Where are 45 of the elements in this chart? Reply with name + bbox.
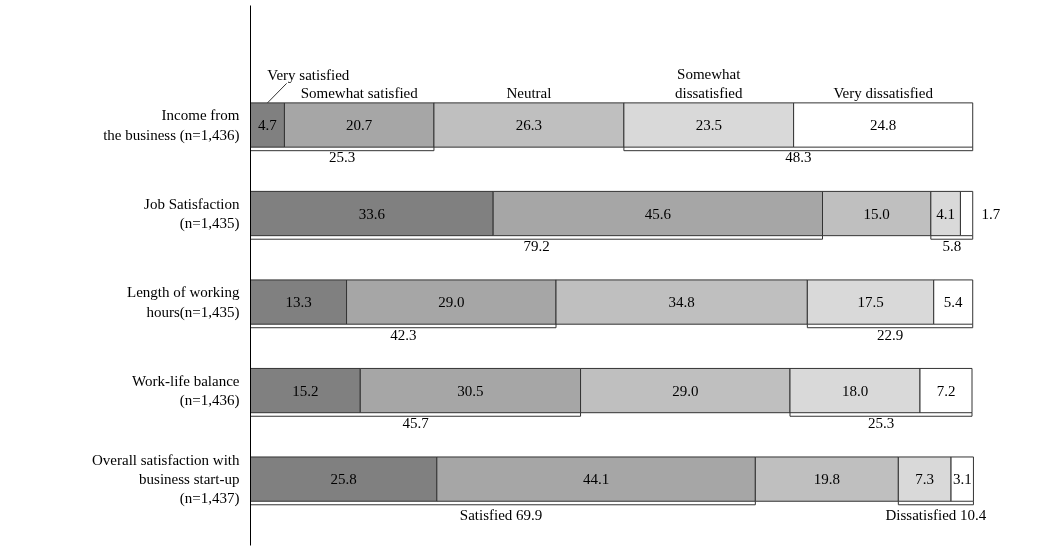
data-label: 13.3 <box>285 294 312 311</box>
data-label: 15.2 <box>292 382 319 399</box>
data-label: 26.3 <box>515 117 543 134</box>
data-label: 3.1 <box>952 471 972 488</box>
y-tick-label: Length of working hours(n=1,435) <box>127 284 240 321</box>
data-label: 4.1 <box>936 205 956 222</box>
data-label: 7.2 <box>936 382 956 399</box>
annotation: 5.8 <box>942 237 962 254</box>
data-label: 25.8 <box>330 471 357 488</box>
data-label: 29.0 <box>672 382 699 399</box>
data-label: 20.7 <box>346 117 373 134</box>
annotation: Satisfied 69.9 <box>459 506 543 523</box>
data-label: 18.0 <box>841 382 869 399</box>
annotation: 25.3 <box>329 149 356 166</box>
data-label: 7.3 <box>915 471 935 488</box>
annotation: Dissatisfied 10.4 <box>885 506 987 523</box>
data-label: 19.8 <box>813 471 840 488</box>
annotation: 22.9 <box>876 326 904 343</box>
data-label: 44.1 <box>582 471 610 488</box>
data-label: 24.8 <box>870 117 897 134</box>
data-label: 5.4 <box>943 294 964 311</box>
series-label: Very dissatisfied <box>833 85 934 102</box>
data-label: 4.7 <box>258 117 278 134</box>
y-tick-label: Work-life balance (n=1,436) <box>132 372 240 410</box>
series-label: Very satisfied <box>267 67 350 84</box>
data-label: 45.6 <box>644 205 672 222</box>
data-label: 34.8 <box>668 294 695 311</box>
data-label: 23.5 <box>695 117 722 134</box>
data-label: 17.5 <box>857 294 884 311</box>
series-label: Somewhat dissatisfied <box>675 65 743 102</box>
annotation: 45.7 <box>402 415 430 432</box>
series-label: Neutral <box>506 85 552 102</box>
data-label: 30.5 <box>457 382 484 399</box>
y-tick-label: Income from the business (n=1,436) <box>103 107 240 144</box>
annotation: 42.3 <box>390 326 417 343</box>
annotation: 79.2 <box>523 237 550 254</box>
y-tick-label: Job Satisfaction (n=1,435) <box>144 195 240 233</box>
data-label: 33.6 <box>358 205 386 222</box>
annotation: 25.3 <box>867 415 895 432</box>
y-tick-label: Overall satisfaction with business start-up (n=1,437) <box>92 451 240 508</box>
series-label: Somewhat satisfied <box>300 85 419 102</box>
data-label: 29.0 <box>438 294 465 311</box>
annotation: 48.3 <box>785 149 812 166</box>
data-label: 15.0 <box>863 205 890 222</box>
data-label: 1.7 <box>981 205 1001 222</box>
